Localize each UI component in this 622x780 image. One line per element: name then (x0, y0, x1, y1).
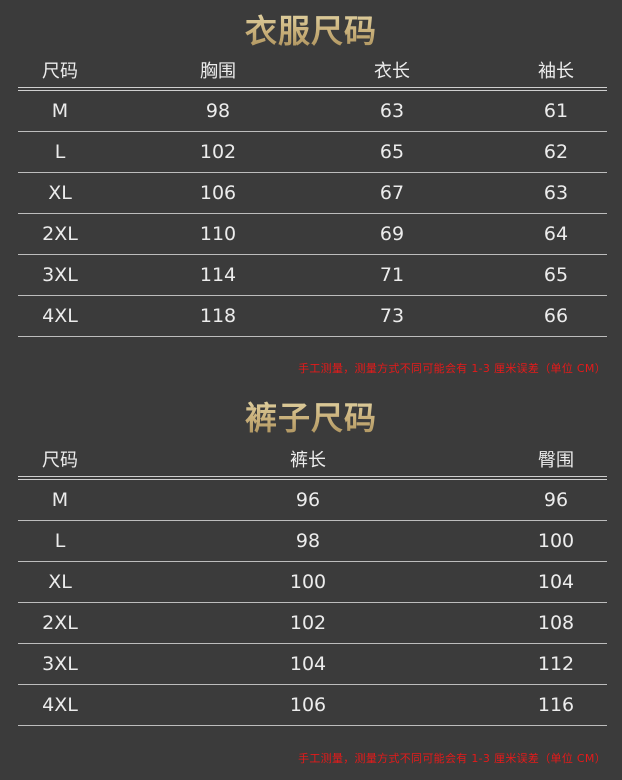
table-cell: 108 (537, 612, 575, 634)
table-cell: 73 (379, 305, 405, 327)
table-cell: 100 (289, 571, 327, 593)
table-cell: 62 (543, 141, 569, 163)
column-header: 尺码 (42, 450, 78, 471)
table-row: L 102 65 62 (18, 132, 607, 173)
table-cell: 100 (537, 530, 575, 552)
pants-size-title: 裤子尺码 (0, 393, 622, 439)
table-cell: L (54, 141, 66, 163)
pants-size-table: 尺码 裤长 臀围 M 96 96 L 98 100 XL 100 104 2XL 102 108 3XL 104… (18, 442, 607, 726)
table-cell: 104 (289, 653, 327, 675)
table-cell: 2XL (42, 612, 78, 634)
table-cell: 67 (379, 182, 405, 204)
table-cell: 106 (199, 182, 237, 204)
table-cell: 65 (543, 264, 569, 286)
table-cell: 4XL (42, 694, 78, 716)
table-cell: 2XL (42, 223, 78, 245)
table-row: 2XL 110 69 64 (18, 214, 607, 255)
table-cell: 96 (295, 489, 321, 511)
table-cell: 116 (537, 694, 575, 716)
table-cell: 96 (543, 489, 569, 511)
table-cell: 3XL (42, 264, 78, 286)
table-cell: 106 (289, 694, 327, 716)
table-row: 3XL 114 71 65 (18, 255, 607, 296)
table-row: M 98 63 61 (18, 91, 607, 132)
table-cell: 71 (379, 264, 405, 286)
column-header: 袖长 (538, 61, 574, 82)
table-cell: 63 (543, 182, 569, 204)
table-cell: 61 (543, 100, 569, 122)
table-row: L 98 100 (18, 521, 607, 562)
table-cell: 112 (537, 653, 575, 675)
table-cell: 69 (379, 223, 405, 245)
table-cell: 104 (537, 571, 575, 593)
table-cell: 102 (199, 141, 237, 163)
table-cell: XL (48, 571, 72, 593)
header-row: 尺码 胸围 衣长 袖长 (18, 53, 607, 91)
table-cell: M (51, 489, 69, 511)
table-row: 2XL 102 108 (18, 603, 607, 644)
table-cell: M (51, 100, 69, 122)
tops-measurement-note: 手工测量，测量方式不同可能会有 1-3 厘米误差（单位 CM） (298, 362, 606, 375)
table-row: 4XL 118 73 66 (18, 296, 607, 337)
table-cell: 3XL (42, 653, 78, 675)
column-header: 尺码 (42, 61, 78, 82)
table-cell: L (54, 530, 66, 552)
tops-size-table: 尺码 胸围 衣长 袖长 M 98 63 61 L 102 65 62 XL 106 67 63 2XL 110 69… (18, 53, 607, 337)
table-cell: 114 (199, 264, 237, 286)
table-cell: 4XL (42, 305, 78, 327)
column-header: 衣长 (374, 61, 410, 82)
tops-size-title: 衣服尺码 (0, 6, 622, 52)
table-cell: 64 (543, 223, 569, 245)
table-row: XL 106 67 63 (18, 173, 607, 214)
table-cell: 65 (379, 141, 405, 163)
table-cell: 63 (379, 100, 405, 122)
column-header: 裤长 (290, 450, 326, 471)
table-cell: 66 (543, 305, 569, 327)
pants-measurement-note: 手工测量，测量方式不同可能会有 1-3 厘米误差（单位 CM） (298, 752, 606, 765)
table-row: XL 100 104 (18, 562, 607, 603)
column-header: 胸围 (200, 61, 236, 82)
table-cell: 110 (199, 223, 237, 245)
table-row: M 96 96 (18, 480, 607, 521)
header-row: 尺码 裤长 臀围 (18, 442, 607, 480)
table-cell: XL (48, 182, 72, 204)
table-cell: 102 (289, 612, 327, 634)
column-header: 臀围 (538, 450, 574, 471)
table-cell: 98 (205, 100, 231, 122)
table-cell: 118 (199, 305, 237, 327)
table-cell: 98 (295, 530, 321, 552)
table-row: 4XL 106 116 (18, 685, 607, 726)
table-row: 3XL 104 112 (18, 644, 607, 685)
